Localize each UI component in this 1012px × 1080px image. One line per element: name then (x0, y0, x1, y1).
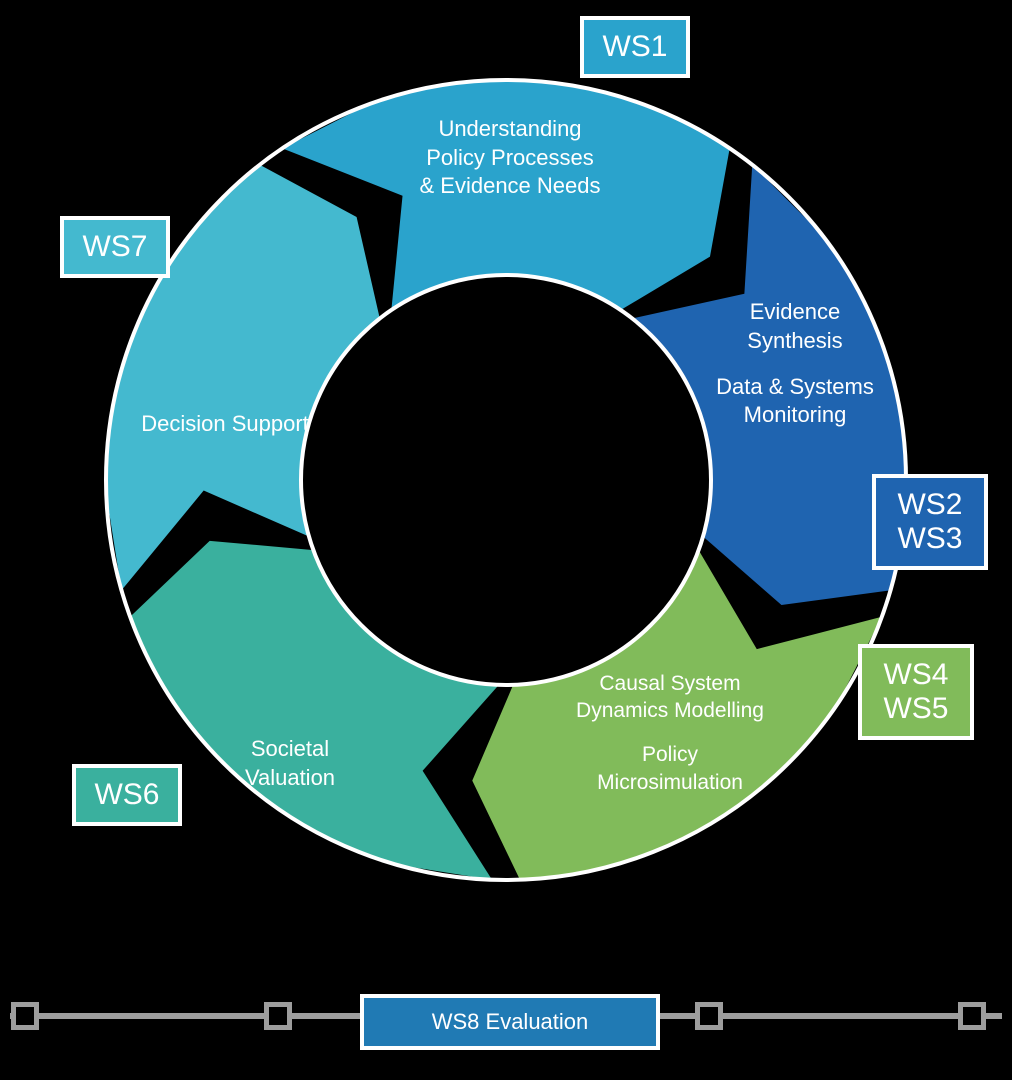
timeline-node (11, 1002, 39, 1030)
timeline-node (264, 1002, 292, 1030)
badge-ws6: WS6 (72, 764, 182, 826)
badge-ws1: WS1 (580, 16, 690, 78)
diagram-stage: UnderstandingPolicy Processes& Evidence … (0, 0, 1012, 1080)
badge-ws7: WS7 (60, 216, 170, 278)
segment-text-ws23: EvidenceSynthesisData & SystemsMonitorin… (680, 298, 910, 430)
timeline-node (958, 1002, 986, 1030)
badge-ws23: WS2WS3 (872, 474, 988, 570)
badge-ws45: WS4WS5 (858, 644, 974, 740)
timeline-node (695, 1002, 723, 1030)
segment-text-ws1: UnderstandingPolicy Processes& Evidence … (360, 115, 660, 201)
segment-text-ws7: Decision Support (110, 410, 340, 439)
badge-ws8-label: WS8 Evaluation (432, 1009, 589, 1035)
badge-ws8-evaluation: WS8 Evaluation (360, 994, 660, 1050)
segment-text-ws45: Causal SystemDynamics ModellingPolicyMic… (530, 670, 810, 796)
segment-text-ws6: SocietalValuation (190, 735, 390, 792)
